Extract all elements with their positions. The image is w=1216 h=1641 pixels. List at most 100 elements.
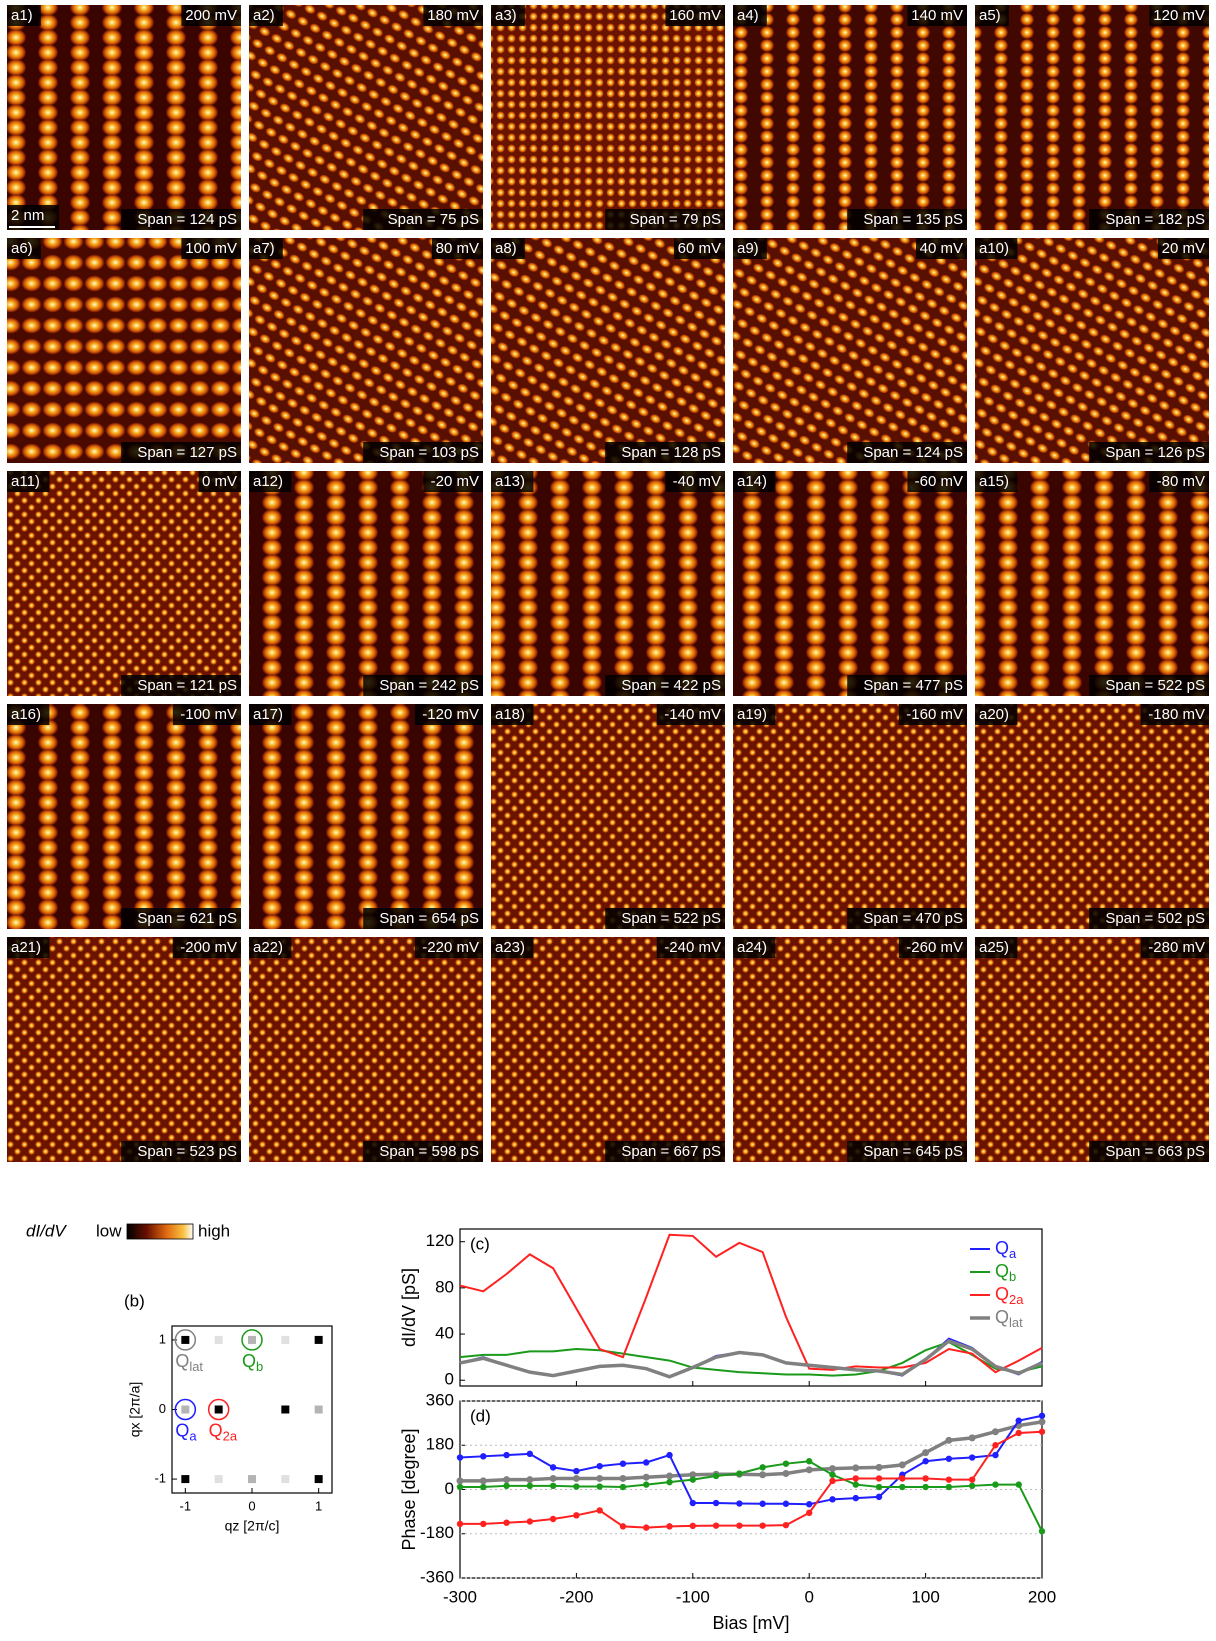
panel-label: a20) (979, 706, 1009, 723)
colorbar-low: low (96, 1221, 122, 1240)
panel-label: a8) (495, 240, 517, 257)
series-marker (875, 1463, 883, 1471)
panel-tag: (d) (470, 1406, 491, 1425)
span-label: Span = 477 pS (863, 677, 963, 694)
series-marker (596, 1483, 603, 1490)
bias-label-bg (1140, 937, 1209, 958)
series-marker (573, 1512, 580, 1519)
stm-panel: a17) -120 mV Span = 654 pS (249, 704, 483, 929)
y-tick-label: -360 (420, 1567, 454, 1586)
panel-label-bg (975, 937, 1018, 958)
span-label-bg (121, 908, 241, 929)
bias-label: -200 mV (180, 939, 237, 956)
y-axis-label: qx [2π/a] (127, 1382, 143, 1438)
series-marker (992, 1451, 999, 1459)
series-marker (992, 1481, 999, 1488)
panel-label: a18) (495, 706, 525, 723)
stm-image (975, 471, 1209, 696)
series-line (460, 1460, 1043, 1532)
stm-image (975, 937, 1209, 1162)
x-tick-label: -100 (676, 1587, 710, 1606)
span-label-bg (363, 908, 483, 929)
y-tick-label: -1 (154, 1471, 166, 1486)
series-marker (1038, 1528, 1046, 1535)
x-tick-label: -1 (180, 1498, 192, 1513)
scale-bar-label: 2 nm (11, 207, 44, 224)
series-marker (642, 1473, 650, 1481)
series-marker (572, 1474, 580, 1482)
series-marker (782, 1470, 790, 1478)
series-marker (666, 1523, 673, 1530)
q-point (281, 1475, 290, 1484)
panel-label: a7) (253, 240, 275, 257)
q-label: Q2a (209, 1420, 238, 1444)
q-circle (207, 1398, 230, 1421)
bias-label-bg (665, 5, 725, 26)
y-tick-label: 0 (445, 1370, 454, 1389)
panel-label-bg (733, 704, 776, 725)
x-axis-label: qz [2π/c] (225, 1518, 280, 1534)
series-marker (991, 1428, 999, 1436)
bias-label: -240 mV (664, 939, 721, 956)
y-tick-label: 360 (426, 1390, 454, 1409)
series-marker (480, 1453, 487, 1460)
series-marker (1038, 1418, 1046, 1426)
series-marker (1038, 1428, 1046, 1435)
q-point (281, 1405, 290, 1414)
bias-label: -120 mV (422, 706, 479, 723)
legend-label: Q2a (995, 1284, 1024, 1308)
series-marker (456, 1454, 464, 1461)
q-point (214, 1335, 223, 1344)
series-marker (503, 1519, 510, 1526)
x-tick-label: 0 (804, 1587, 813, 1606)
stm-panel: a18) -140 mV Span = 522 pS (491, 704, 725, 929)
span-label-bg (605, 908, 725, 929)
y-tick-label: 1 (159, 1331, 166, 1346)
q-point (214, 1475, 223, 1484)
bias-label-bg (656, 937, 725, 958)
bias-label: 180 mV (427, 7, 479, 24)
q-point (248, 1335, 256, 1344)
span-label-bg (1089, 675, 1209, 696)
bias-label: 160 mV (669, 7, 721, 24)
series-marker (828, 1465, 836, 1473)
span-label: Span = 127 pS (137, 444, 237, 461)
panel-label-bg (7, 238, 41, 259)
series-marker (852, 1494, 859, 1502)
series-marker (1015, 1481, 1022, 1488)
q-circle (174, 1398, 197, 1421)
series-marker (992, 1442, 999, 1449)
series-marker (456, 1477, 464, 1485)
q-point (314, 1405, 323, 1414)
series-marker (782, 1500, 790, 1507)
stm-panel: a3) 160 mV Span = 79 pS (491, 5, 725, 230)
span-label-bg (605, 442, 725, 463)
span-label-bg (121, 1141, 241, 1162)
bias-label: -280 mV (1148, 939, 1205, 956)
series-marker (759, 1464, 766, 1471)
bias-label-bg (181, 5, 241, 26)
span-label: Span = 128 pS (621, 444, 721, 461)
x-axis-label: Bias [mV] (712, 1613, 789, 1633)
series-marker (968, 1454, 976, 1461)
panel-label-bg (975, 5, 1009, 26)
stm-panel: a20) -180 mV Span = 502 pS (975, 704, 1209, 929)
y-tick-label: -180 (420, 1523, 454, 1542)
colorbar (126, 1223, 194, 1240)
series-marker (806, 1458, 813, 1465)
series-marker (922, 1483, 929, 1491)
span-label: Span = 135 pS (863, 211, 963, 228)
series-marker (712, 1522, 720, 1529)
panel-label: a17) (253, 706, 283, 723)
stm-image (733, 238, 967, 463)
bias-label-bg (414, 704, 483, 725)
span-label: Span = 654 pS (379, 910, 479, 927)
series-marker (945, 1483, 953, 1491)
stm-panel: a1) 200 mV Span = 124 pS 2 nm (7, 5, 241, 230)
stm-panel: a25) -280 mV Span = 663 pS (975, 937, 1209, 1162)
stm-panel: a14) -60 mV Span = 477 pS (733, 471, 967, 696)
stm-image (7, 471, 241, 696)
panel-label: a2) (253, 7, 275, 24)
panel-label: a25) (979, 939, 1009, 956)
bias-label: -220 mV (422, 939, 479, 956)
